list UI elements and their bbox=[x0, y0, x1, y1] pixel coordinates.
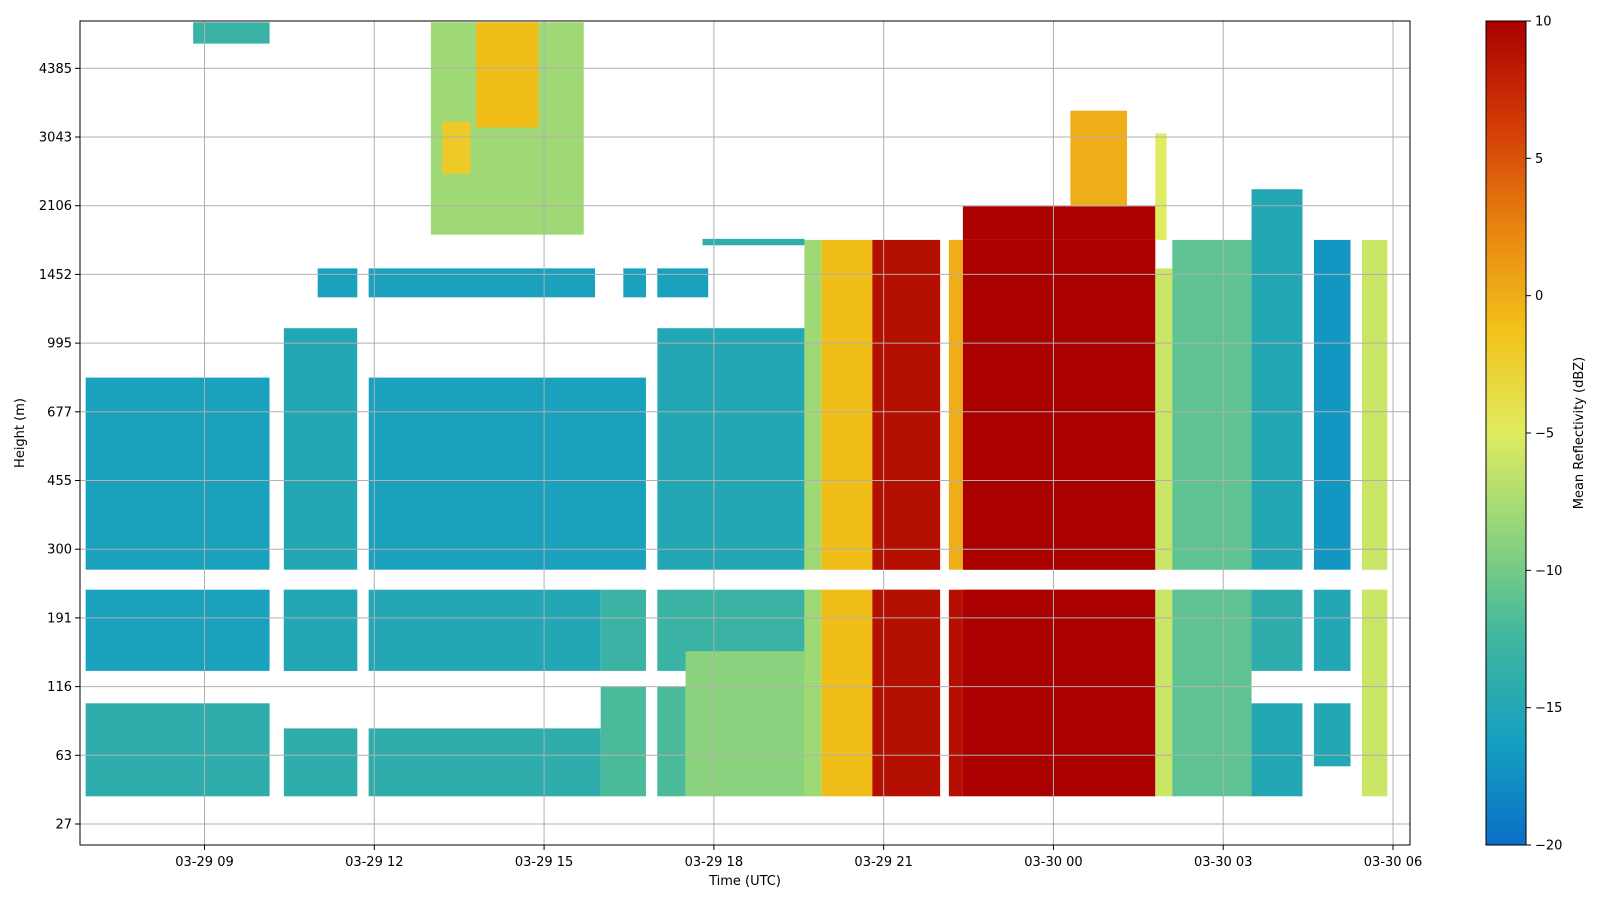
y-tick-label: 300 bbox=[47, 543, 72, 558]
heatmap-region-8 bbox=[283, 728, 601, 797]
heatmap-region-5 bbox=[283, 589, 601, 671]
colorbar-tick-label: −20 bbox=[1535, 839, 1562, 854]
x-tick-label: 03-29 15 bbox=[515, 855, 573, 870]
heatmap-region-27 bbox=[1313, 703, 1351, 767]
y-tick-label: 27 bbox=[55, 818, 72, 833]
heatmap-region-24 bbox=[1251, 703, 1303, 797]
y-tick-label: 3043 bbox=[39, 131, 72, 146]
y-tick-label: 63 bbox=[55, 749, 72, 764]
y-tick-label: 4385 bbox=[39, 62, 72, 77]
heatmap-cells bbox=[80, 21, 1410, 845]
colorbar-tick-label: 5 bbox=[1535, 152, 1543, 167]
y-tick-label: 1452 bbox=[39, 268, 72, 283]
colorbar-tick-label: −15 bbox=[1535, 701, 1562, 716]
colorbar-tick-label: −10 bbox=[1535, 564, 1562, 579]
heatmap-region-9 bbox=[600, 686, 686, 797]
heatmap-region-3 bbox=[657, 328, 805, 570]
x-tick-label: 03-29 21 bbox=[854, 855, 912, 870]
heatmap-region-35 bbox=[702, 238, 805, 246]
heatmap-region-0 bbox=[85, 377, 270, 570]
heatmap-region-10 bbox=[685, 651, 805, 797]
y-tick-label: 677 bbox=[47, 405, 72, 420]
heatmap-region-13 bbox=[872, 239, 941, 797]
colorbar bbox=[1485, 20, 1527, 846]
x-tick-label: 03-30 03 bbox=[1194, 855, 1252, 870]
heatmap-region-19 bbox=[1155, 133, 1167, 240]
time-gap-5 bbox=[1350, 21, 1362, 845]
height-gap-band bbox=[80, 569, 1410, 590]
grid-lines bbox=[80, 21, 1410, 845]
heatmap-region-15 bbox=[948, 589, 963, 797]
heatmap-region-7 bbox=[85, 703, 273, 797]
heatmap-region-22 bbox=[1251, 189, 1303, 570]
heatmap-region-20 bbox=[1155, 268, 1173, 797]
time-gap-3 bbox=[940, 21, 949, 845]
y-tick-label: 2106 bbox=[39, 199, 72, 214]
time-gap-1 bbox=[357, 21, 369, 845]
heatmap-region-23 bbox=[1251, 589, 1303, 671]
heatmap-region-11 bbox=[804, 239, 822, 797]
y-tick-label: 995 bbox=[47, 337, 72, 352]
y-axis-label: Height (m) bbox=[13, 398, 28, 468]
heatmap-region-31 bbox=[442, 121, 471, 174]
time-gap-0 bbox=[269, 21, 284, 845]
heatmap-region-28 bbox=[1361, 239, 1388, 797]
x-tick-label: 03-30 06 bbox=[1364, 855, 1422, 870]
y-tick-label: 116 bbox=[47, 680, 72, 695]
colorbar-ticks: 10 5 0 −5 −10 −15 −20 bbox=[1526, 15, 1562, 854]
colorbar-tick-label: 10 bbox=[1535, 15, 1552, 30]
heatmap-region-26 bbox=[1313, 589, 1351, 671]
time-gap-4 bbox=[1302, 21, 1314, 845]
x-tick-label: 03-30 00 bbox=[1024, 855, 1082, 870]
colorbar-tick-label: −5 bbox=[1535, 427, 1554, 442]
x-axis-ticks: 03-29 09 03-29 12 03-29 15 03-29 18 03-29 21… bbox=[175, 845, 1422, 870]
colorbar-tick-label: 0 bbox=[1535, 289, 1543, 304]
x-tick-label: 03-29 09 bbox=[175, 855, 233, 870]
heatmap-region-32 bbox=[193, 22, 273, 44]
y-tick-label: 455 bbox=[47, 474, 72, 489]
heatmap-region-30 bbox=[476, 22, 539, 128]
colorbar-label: Mean Reflectivity (dBZ) bbox=[1572, 357, 1587, 510]
heatmap-region-17 bbox=[962, 206, 1156, 240]
heatmap-region-1 bbox=[283, 328, 358, 570]
y-axis-ticks: 27 63 116 191 300 455 677 995 1452 2106 3043 4385 bbox=[39, 62, 80, 833]
heatmap-region-18 bbox=[1070, 110, 1128, 207]
y-tick-label: 191 bbox=[47, 611, 72, 626]
x-axis-label: Time (UTC) bbox=[708, 874, 781, 889]
heatmap-region-34 bbox=[623, 268, 709, 298]
x-tick-label: 03-29 12 bbox=[345, 855, 403, 870]
heatmap-region-16 bbox=[962, 239, 1156, 797]
heatmap-region-2 bbox=[368, 377, 646, 570]
heatmap-region-21 bbox=[1172, 239, 1252, 797]
plot-frame bbox=[79, 20, 1411, 846]
heatmap-region-12 bbox=[821, 239, 873, 797]
heatmap-region-25 bbox=[1313, 239, 1351, 570]
x-tick-label: 03-29 18 bbox=[685, 855, 743, 870]
heatmap-region-14 bbox=[948, 239, 963, 570]
time-gap-2 bbox=[645, 21, 658, 845]
